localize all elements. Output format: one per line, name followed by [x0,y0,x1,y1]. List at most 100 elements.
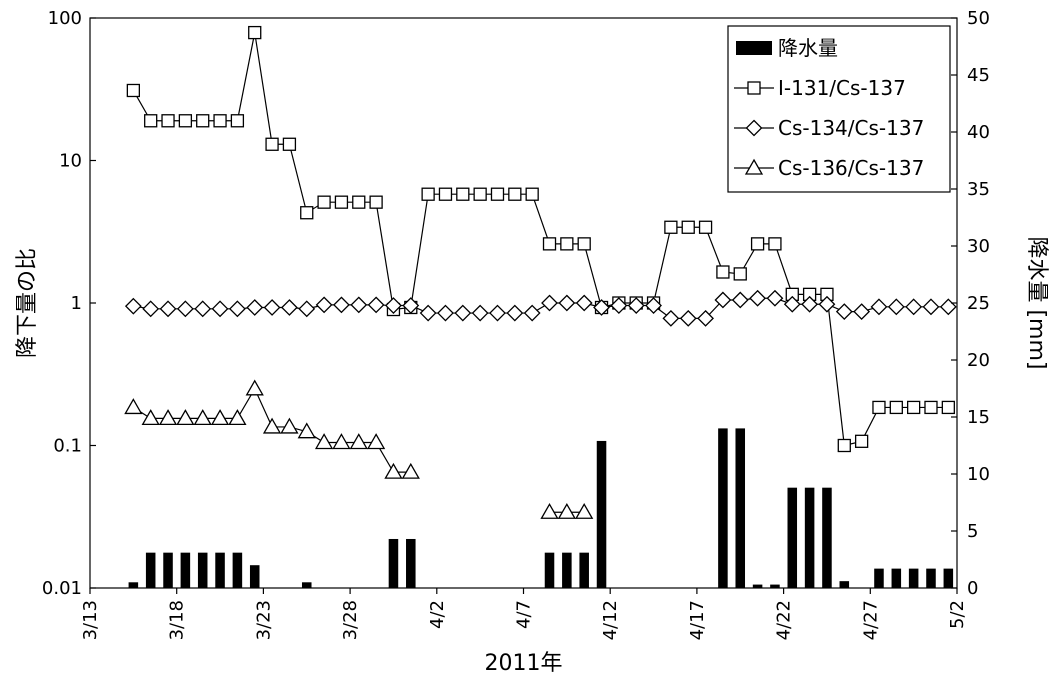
diamond-marker [662,309,680,327]
diamond-marker [679,309,697,327]
legend-rain-swatch [736,41,772,55]
rain-bar [197,552,208,588]
diamond-marker [280,299,298,316]
diamond-marker [506,304,524,322]
square-marker [837,438,851,453]
y-right-tick-label: 25 [967,293,990,314]
rain-bar [787,487,798,588]
square-marker [230,114,245,128]
triangle-marker [349,433,368,450]
y-left-tick-label: 1 [71,293,82,314]
y-right-tick-label: 50 [967,8,990,29]
diamond-marker [870,298,888,316]
square-marker [577,237,591,251]
x-tick-label: 4/12 [600,600,621,640]
diamond-marker [385,297,402,314]
x-tick-label: 3/28 [340,600,361,640]
y-right-tick-label: 5 [967,521,978,542]
y-left-tick-label: 100 [48,8,82,29]
diamond-marker [124,297,142,315]
rain-bar [822,487,832,588]
rain-bar [926,568,936,588]
square-marker [334,195,349,209]
x-tick-label: 3/18 [167,600,188,640]
rain-bar [908,568,919,588]
x-tick-label: 5/2 [947,600,968,629]
legend-square-marker [747,81,761,95]
rain-bar [735,428,746,588]
rain-bar [128,582,139,588]
y-right-axis-title: 降水量 [mm] [1024,236,1049,369]
y-left-tick-label: 0.01 [42,578,82,599]
diamond-marker [714,291,732,309]
rain-bar [718,428,728,588]
square-marker [768,237,782,251]
diamond-marker [887,298,905,316]
square-marker [907,400,921,415]
axes: 0.01 0.1 1 10 100 0 5 10 15 20 25 30 35 40 45 50 3/13 3/1… [15,8,1049,676]
square-marker [265,137,279,151]
y-right-tick-label: 20 [967,350,990,371]
y-right-tick-label: 40 [967,122,990,143]
triangle-marker [124,398,143,415]
legend-label: Cs-136/Cs-137 [778,156,924,180]
square-marker [421,187,435,201]
diamond-marker [905,298,923,316]
square-marker [352,195,366,209]
square-marker [248,25,262,40]
diamond-marker [367,296,385,314]
y-left-tick-label: 10 [59,151,82,172]
square-marker [126,83,140,98]
series-markers [124,25,957,519]
square-marker [161,114,175,128]
y-right-tick-label: 35 [967,179,990,200]
square-marker [716,265,730,279]
square-marker [213,114,227,128]
legend-diamond-marker [745,119,763,137]
triangle-marker [557,502,576,519]
rain-bar [406,538,416,588]
square-marker [456,187,470,201]
rain-bar [544,552,555,588]
diamond-marker [176,300,194,318]
diamond-marker [298,300,316,318]
square-marker [525,187,539,201]
diamond-marker [228,300,246,318]
square-marker [542,237,557,251]
square-marker [854,434,869,448]
square-marker [698,220,713,234]
square-marker [681,220,695,234]
square-marker [178,114,193,128]
y-left-tick-label: 0.1 [53,436,82,457]
diamond-marker [575,294,593,312]
triangle-marker [141,409,160,426]
square-marker [664,220,678,234]
square-marker [196,114,210,128]
square-marker [369,195,383,209]
triangle-marker [262,417,282,434]
triangle-marker [245,379,264,396]
rain-bar [163,552,173,588]
rain-bar [579,552,589,588]
y-right-tick-label: 10 [967,464,990,485]
rain-bar [874,568,884,588]
legend-triangle-marker [744,158,764,175]
diamond-marker [142,300,160,318]
square-marker [144,114,158,128]
square-marker [473,187,487,201]
rain-bar [804,487,815,588]
y-right-tick-label: 0 [967,578,978,599]
diamond-marker [541,294,558,312]
square-marker [317,195,331,209]
x-tick-label: 4/7 [514,600,535,629]
x-tick-label: 4/22 [774,600,795,640]
diamond-marker [610,297,628,314]
y-right-tick-label: 15 [967,407,990,428]
rain-bar [562,552,572,588]
rain-bar [145,552,156,588]
square-marker [508,187,522,201]
square-marker [924,400,938,415]
diamond-marker [818,295,836,313]
y-left-axis-title: 降下量の比 [15,248,40,358]
